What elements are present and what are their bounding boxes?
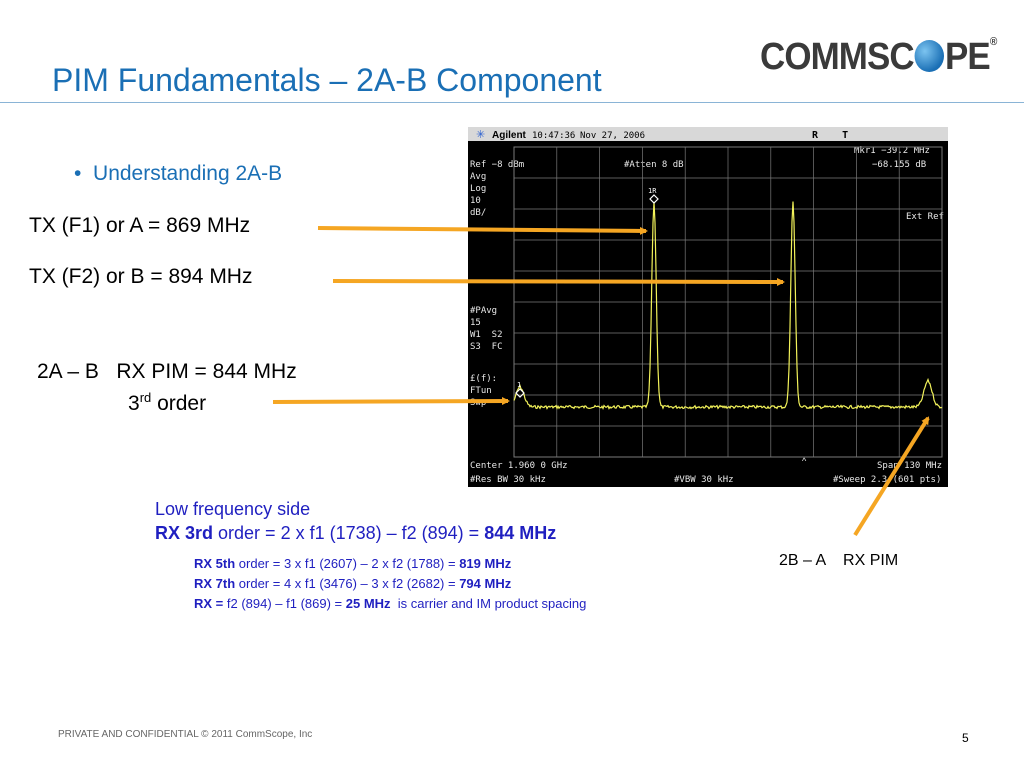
marker-freq: Mkr1 −39.2 MHz: [854, 146, 930, 156]
analyzer-time: 10:47:36: [532, 131, 575, 141]
pim-order-number: 3: [128, 392, 140, 415]
rx7-middle: order = 4 x f1 (3476) – 3 x f2 (2682) =: [235, 576, 460, 591]
rx-middle: f2 (894) – f1 (869) =: [223, 596, 346, 611]
center-frequency: Center 1.960 0 GHz: [470, 461, 568, 471]
label-s3fc: S3 FC: [470, 342, 503, 352]
pim-order-label: 3rd order: [128, 390, 206, 416]
arrow-tx2: [332, 277, 785, 286]
pim-order-word: order: [151, 392, 207, 415]
arrow-pim-2b-a: [853, 416, 930, 537]
analyzer-grid: [513, 146, 943, 458]
page-number: 5: [962, 731, 969, 745]
pim-order-superscript: rd: [139, 390, 152, 405]
rx5-middle: order = 3 x f1 (2607) – 2 x f2 (1788) =: [235, 556, 460, 571]
asterisk-icon: ✳: [476, 129, 485, 141]
rx-suffix: is carrier and IM product spacing: [390, 596, 587, 611]
footer: PRIVATE AND CONFIDENTIAL © 2011 CommScop…: [58, 729, 313, 740]
bullet-dot-icon: •: [74, 162, 82, 185]
marker-diamond-pim-icon: [515, 388, 525, 398]
rx-result: 25 MHz: [345, 596, 391, 611]
right-pim-label: 2B – A RX PIM: [779, 552, 899, 569]
logo-text-right: PE: [945, 36, 991, 78]
label-ff: £(f):: [470, 374, 497, 384]
tx1-label: TX (F1) or A = 869 MHz: [29, 214, 251, 237]
ext-ref: Ext Ref: [906, 212, 944, 222]
spectrum-analyzer-screenshot: ✳ Agilent 10:47:36 Nov 27, 2006 R T Mkr1…: [468, 127, 948, 487]
spectrum-trace: [513, 201, 943, 410]
label-avg: Avg: [470, 172, 486, 182]
spectrum-analyzer-display: ✳ Agilent 10:47:36 Nov 27, 2006 R T Mkr1…: [468, 127, 948, 487]
label-ftun: FTun: [470, 386, 492, 396]
rx3-middle: order = 2 x f1 (1738) – f2 (894) =: [213, 523, 485, 543]
label-pavg: #PAvg: [470, 306, 497, 316]
tx2-label: TX (F2) or B = 894 MHz: [29, 265, 253, 288]
arrow-tx1: [317, 226, 648, 235]
span: Span 130 MHz: [877, 461, 942, 471]
logo-registered-mark: ®: [989, 36, 998, 48]
marker-label-peak: 1R: [648, 187, 657, 195]
rx7-prefix: RX 7th: [194, 576, 236, 591]
bullet-text: Understanding 2A-B: [93, 162, 283, 185]
caret-icon: ^: [802, 456, 807, 466]
low-frequency-block: Low frequency side RX 3rd order = 2 x f1…: [155, 497, 556, 545]
label-log: Log: [470, 184, 486, 194]
rx3-prefix: RX 3rd: [155, 523, 214, 543]
bullet-item: • Understanding 2A-B: [74, 162, 282, 186]
low-frequency-title: Low frequency side: [155, 499, 311, 519]
ref-level: Ref −8 dBm: [470, 160, 524, 170]
marker-label-pim: 1: [517, 381, 521, 389]
formula-block: RX 5th order = 3 x f1 (2607) – 2 x f2 (1…: [194, 554, 586, 614]
analyzer-brand: Agilent: [492, 130, 527, 141]
analyzer-status: R T: [812, 130, 848, 141]
rx5-result: 819 MHz: [459, 556, 512, 571]
label-w1s2: W1 S2: [470, 330, 503, 340]
rx-spacing-formula: RX = f2 (894) – f1 (869) = 25 MHz is car…: [194, 594, 586, 614]
resolution-bandwidth: #Res BW 30 kHz: [470, 475, 546, 485]
logo-globe-icon: [914, 40, 945, 72]
logo-text-left: COMMSC: [760, 36, 915, 78]
label-pavg-count: 15: [470, 318, 481, 328]
attenuation: #Atten 8 dB: [624, 160, 684, 170]
analyzer-header-bar: [468, 127, 948, 141]
rx5-formula: RX 5th order = 3 x f1 (2607) – 2 x f2 (1…: [194, 554, 586, 574]
rx7-formula: RX 7th order = 4 x f1 (3476) – 3 x f2 (2…: [194, 574, 586, 594]
rx5-prefix: RX 5th: [194, 556, 236, 571]
arrow-pim-2a-b: [272, 397, 510, 406]
marker-diamond-peak-icon: [649, 194, 659, 204]
rx3-result: 844 MHz: [484, 523, 557, 543]
label-scale: 10: [470, 196, 481, 206]
slide-title: PIM Fundamentals – 2A-B Component: [52, 62, 602, 98]
label-db-div: dB/: [470, 208, 486, 218]
commscope-logo: COMMSC PE®: [760, 36, 997, 79]
rx3-formula: RX 3rd order = 2 x f1 (1738) – f2 (894) …: [155, 521, 556, 545]
title-divider: [0, 102, 1024, 103]
rx-prefix: RX =: [194, 596, 224, 611]
pim-label: 2A – B RX PIM = 844 MHz: [37, 360, 297, 383]
analyzer-date: Nov 27, 2006: [580, 131, 645, 141]
video-bandwidth: #VBW 30 kHz: [674, 475, 734, 485]
rx7-result: 794 MHz: [459, 576, 512, 591]
